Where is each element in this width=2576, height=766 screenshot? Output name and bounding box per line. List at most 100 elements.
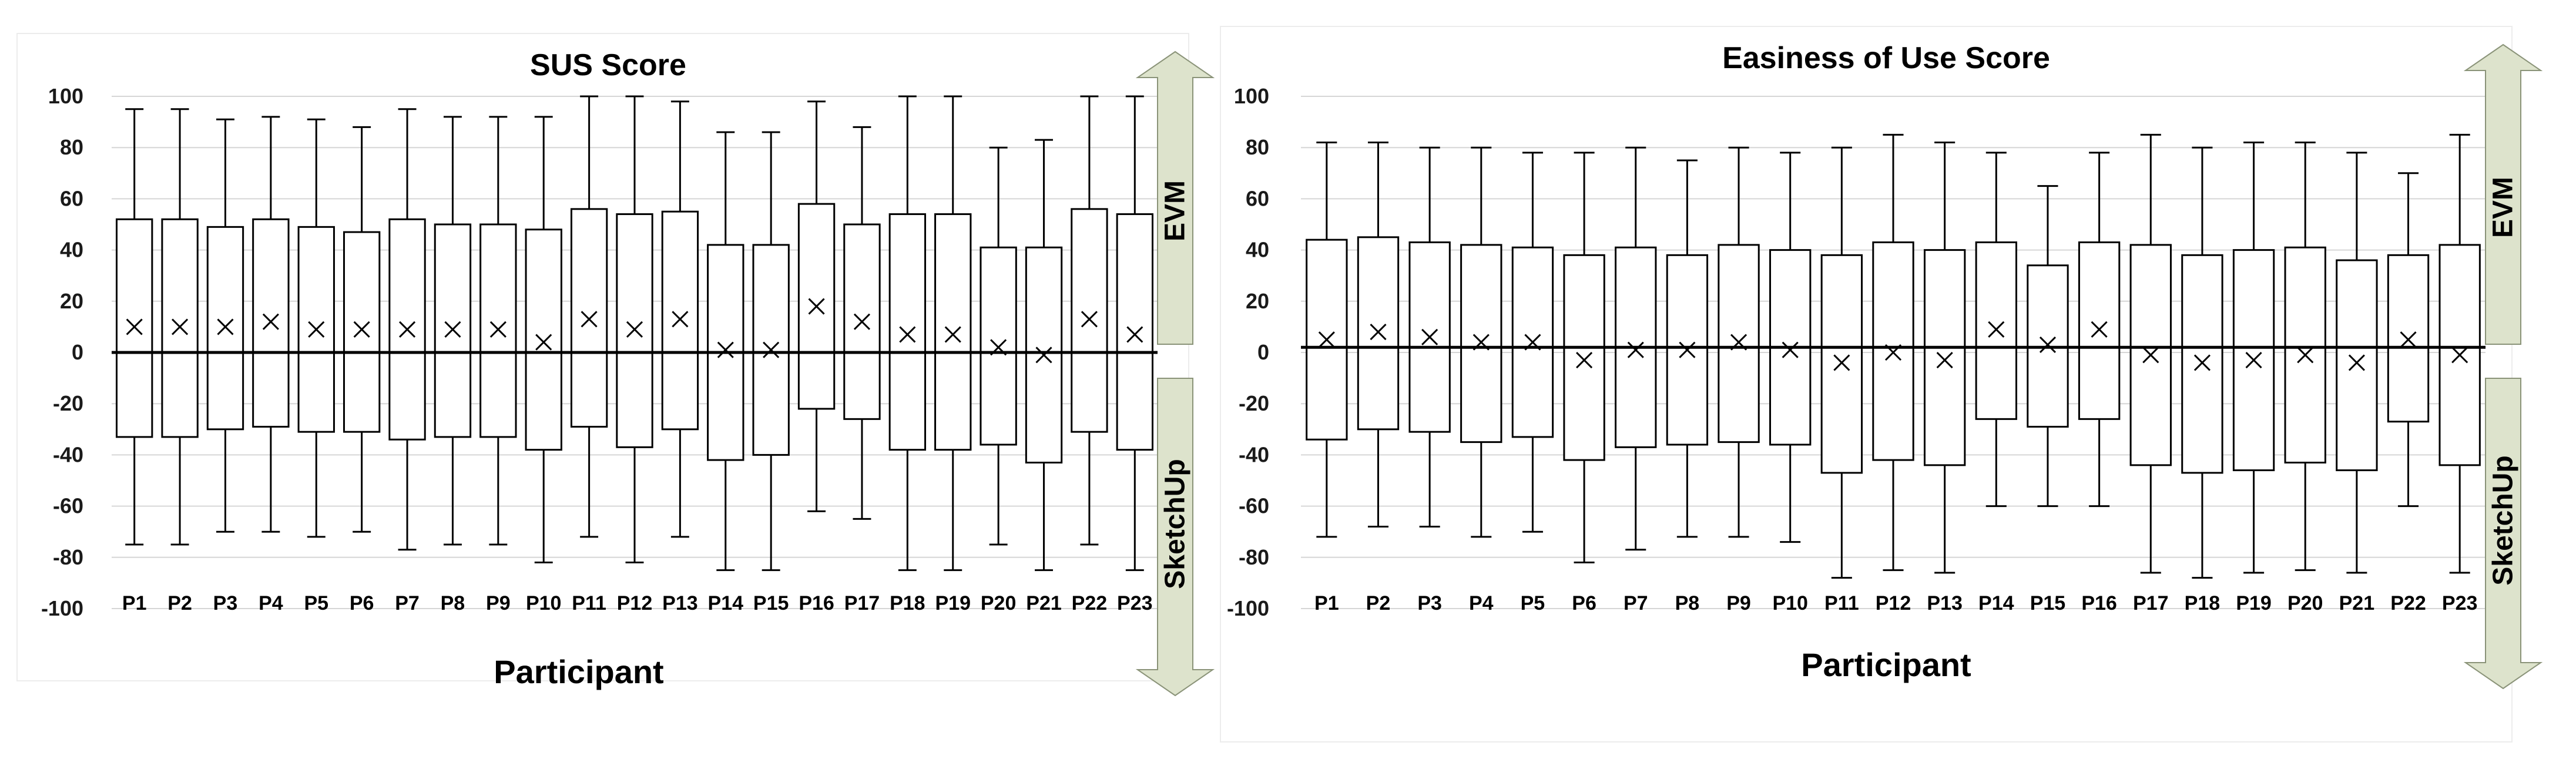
x-axis-label: Participant: [494, 653, 663, 690]
mean-marker: [581, 311, 598, 328]
mean-marker: [1576, 352, 1593, 369]
y-tick-label: -20: [1239, 391, 1269, 415]
category-label: P22: [1072, 592, 1108, 614]
mean-marker: [308, 321, 325, 338]
mean-marker: [2193, 354, 2211, 371]
chart-title: SUS Score: [530, 48, 686, 82]
down-arrow-shape: [2463, 378, 2543, 690]
mean-marker: [398, 321, 416, 338]
up-arrow-shape: [2463, 43, 2543, 345]
category-label: P3: [1417, 592, 1442, 614]
mean-marker: [626, 321, 643, 338]
category-label: P9: [1726, 592, 1751, 614]
box-p10: [525, 229, 562, 451]
mean-marker: [2348, 354, 2365, 371]
category-label: P7: [1624, 592, 1648, 614]
y-tick-label: 20: [60, 289, 83, 313]
mean-marker: [1782, 341, 1799, 358]
box-p23: [1116, 213, 1153, 451]
mean-marker: [2039, 336, 2057, 353]
easiness-of-use-chart-panel: -100 -80 -60 -40 -20 0 20 40 60 80 100 Easiness of …: [1220, 26, 2543, 743]
evm-label: EVM: [1160, 180, 1191, 241]
category-label: P15: [2030, 592, 2066, 614]
y-tick-label: 60: [60, 186, 83, 210]
category-label: P15: [753, 592, 789, 614]
y-tick-label: 60: [1246, 186, 1269, 210]
category-label: P1: [122, 592, 147, 614]
category-label: P2: [1366, 592, 1391, 614]
box-p18: [888, 213, 927, 451]
mean-marker: [899, 326, 916, 343]
y-tick-label: -40: [1239, 442, 1269, 466]
box-p6: [1563, 254, 1605, 461]
category-label: P6: [350, 592, 374, 614]
category-label: P18: [890, 592, 925, 614]
category-label: P14: [1978, 592, 2014, 614]
category-label: P6: [1572, 592, 1596, 614]
y-tick-label: 80: [60, 135, 83, 159]
category-label: P4: [259, 592, 283, 614]
box-p16: [2078, 241, 2121, 420]
box-p9: [479, 223, 517, 438]
easiness-of-use-chart: -100 -80 -60 -40 -20 0 20 40 60 80 100 Easiness of …: [1227, 41, 2543, 690]
category-label: P16: [799, 592, 834, 614]
mean-marker: [126, 318, 143, 335]
box-p20: [980, 246, 1017, 446]
box-p22: [2387, 254, 2430, 423]
mean-marker: [1081, 311, 1098, 328]
category-label: P3: [213, 592, 238, 614]
mean-marker: [853, 313, 871, 330]
category-label: P8: [441, 592, 465, 614]
box-p5: [1511, 246, 1554, 438]
down-arrow-shape: [1135, 378, 1215, 697]
box-p19: [934, 213, 972, 451]
sketchup-label: SketchUp: [2488, 455, 2519, 585]
y-tick-label: 40: [1246, 238, 1269, 262]
chart-canvas: -100 -80 -60 -40 -20 0 20 40 60 80 100 Easiness of …: [1227, 41, 2543, 690]
mean-marker: [1988, 321, 2005, 338]
category-label: P20: [981, 592, 1017, 614]
box-p1: [116, 218, 153, 438]
mean-marker: [808, 298, 825, 315]
y-tick-label: 100: [48, 84, 83, 108]
category-label: P23: [2442, 592, 2478, 614]
category-label: P13: [1927, 592, 1963, 614]
box-p11: [570, 208, 608, 428]
sus-score-chart-panel: -100 -80 -60 -40 -20 0 20 40 60 80 100 SUS Score Par…: [16, 33, 1215, 697]
x-axis-label: Participant: [1801, 646, 1971, 683]
mean-marker: [2400, 331, 2417, 348]
mean-marker: [672, 311, 689, 328]
mean-marker: [1627, 341, 1644, 358]
y-tick-label: -80: [1239, 545, 1269, 569]
category-label: P19: [935, 592, 971, 614]
mean-marker: [1679, 341, 1696, 358]
mean-marker: [353, 321, 370, 338]
category-label: P21: [1026, 592, 1062, 614]
mean-marker: [444, 321, 461, 338]
category-label: P20: [2287, 592, 2323, 614]
mean-marker: [2245, 352, 2262, 369]
mean-marker: [1370, 324, 1387, 341]
category-label: P7: [395, 592, 420, 614]
category-label: P9: [486, 592, 511, 614]
category-label: P11: [572, 592, 606, 614]
mean-marker: [717, 341, 734, 358]
mean-marker: [2451, 347, 2468, 364]
category-label: P22: [2390, 592, 2426, 614]
category-label: P12: [617, 592, 653, 614]
category-label: P12: [1876, 592, 1911, 614]
y-tick-label: -60: [1239, 494, 1269, 518]
mean-marker: [2091, 321, 2108, 338]
y-tick-label: -40: [53, 442, 83, 466]
box-p4: [252, 218, 290, 428]
category-label: P10: [1772, 592, 1808, 614]
y-tick-label: 0: [1257, 340, 1269, 364]
y-tick-label: 80: [1246, 135, 1269, 159]
box-p9: [1718, 244, 1760, 444]
y-tick-label: -60: [53, 494, 83, 518]
category-label: P14: [708, 592, 744, 614]
category-label: P18: [2185, 592, 2221, 614]
sus-score-chart: -100 -80 -60 -40 -20 0 20 40 60 80 100 SUS Score Par…: [41, 48, 1215, 697]
box-p18: [2181, 254, 2223, 474]
chart-title: Easiness of Use Score: [1722, 41, 2050, 75]
